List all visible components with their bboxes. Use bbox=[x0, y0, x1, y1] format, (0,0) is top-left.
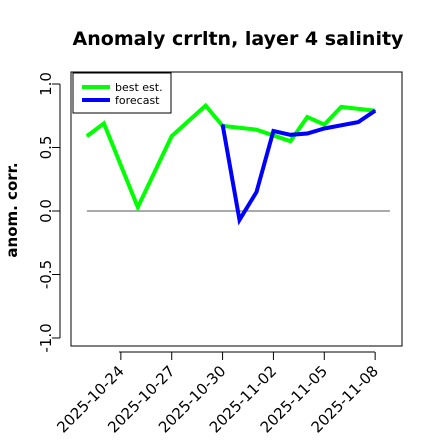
plot-area bbox=[70, 71, 403, 347]
legend-label-best-est: best est. bbox=[115, 81, 163, 94]
data-point bbox=[306, 132, 308, 135]
data-point bbox=[171, 135, 173, 137]
series-line-best-est bbox=[85, 102, 376, 213]
chart-title: Anomaly crrltn, layer 4 salinity bbox=[73, 28, 404, 50]
data-point bbox=[255, 129, 258, 131]
data-point bbox=[289, 134, 291, 136]
data-point bbox=[255, 191, 258, 193]
y-tick-label: 0.5 bbox=[37, 136, 55, 160]
data-point bbox=[103, 122, 105, 124]
y-tick-label: 0.0 bbox=[37, 199, 55, 223]
y-axis-label: anom. corr. bbox=[3, 162, 21, 257]
data-point bbox=[306, 116, 308, 118]
legend: best est. forecast bbox=[72, 72, 172, 114]
data-point bbox=[340, 106, 342, 108]
y-ticks: -1.0 -0.5 0.0 0.5 1.0 bbox=[37, 72, 60, 353]
legend-box bbox=[72, 72, 172, 114]
data-point bbox=[289, 140, 291, 142]
y-tick-label: -0.5 bbox=[37, 260, 55, 289]
legend-label-forecast: forecast bbox=[115, 94, 160, 107]
data-point bbox=[357, 121, 359, 123]
data-point bbox=[205, 104, 207, 107]
data-point bbox=[86, 135, 88, 137]
data-point bbox=[323, 124, 325, 126]
series-layer bbox=[85, 102, 377, 226]
x-ticks: 2025-10-242025-10-272025-10-302025-11-02… bbox=[53, 352, 382, 436]
y-tick-label: 1.0 bbox=[37, 72, 55, 96]
y-tick-label: -1.0 bbox=[37, 323, 55, 352]
data-point bbox=[374, 110, 376, 112]
data-point bbox=[238, 219, 241, 221]
data-point bbox=[137, 206, 139, 208]
data-point bbox=[272, 130, 275, 132]
data-point bbox=[323, 127, 325, 130]
data-point bbox=[221, 124, 224, 126]
